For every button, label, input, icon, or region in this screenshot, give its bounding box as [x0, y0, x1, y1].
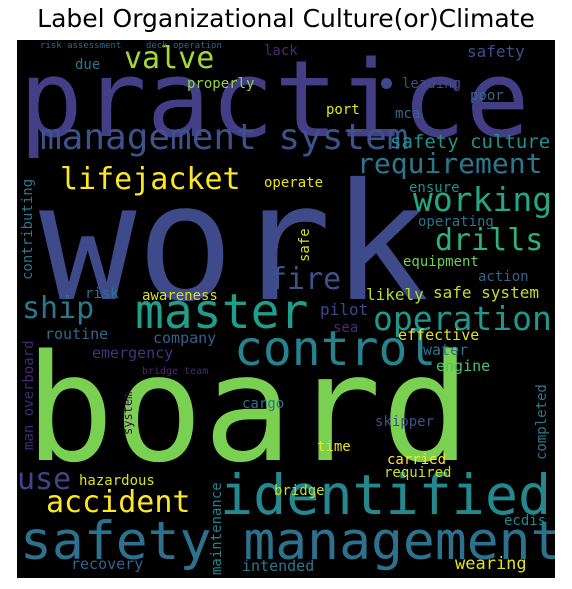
leading-dot: [381, 78, 392, 89]
word-due: due: [75, 57, 101, 73]
word-likely: likely: [366, 285, 424, 304]
word-routine: routine: [45, 325, 109, 343]
word-properly: properly: [187, 76, 255, 92]
word-safety-culture: safety culture: [390, 131, 551, 153]
word-operation: operation: [373, 299, 552, 338]
word-ensure: ensure: [409, 180, 460, 196]
word-board: board: [25, 323, 471, 495]
word-requirement: requirement: [357, 147, 543, 180]
word-equipment: equipment: [403, 254, 479, 270]
word-drills: drills: [435, 223, 544, 258]
word-lifejacket: lifejacket: [60, 162, 241, 197]
word-accident: accident: [46, 485, 191, 520]
word-risk-assessment: risk assessment: [40, 41, 122, 51]
word-poor: poor: [470, 88, 504, 104]
word-risk: risk: [85, 286, 119, 302]
word-bridge-team: bridge team: [142, 366, 209, 377]
word-practice: practice: [19, 40, 530, 161]
word-water: water: [423, 341, 469, 359]
word-working: working: [413, 180, 553, 219]
word-action: action: [478, 269, 529, 285]
word-cargo: cargo: [242, 396, 285, 412]
word-contributing: contributing: [20, 178, 36, 280]
word-valve: valve: [124, 41, 215, 76]
word-port: port: [326, 102, 360, 118]
word-safe: safe: [297, 228, 313, 262]
word-control: control: [234, 321, 437, 377]
word-safe-system: safe system: [433, 283, 539, 302]
word-company: company: [153, 329, 217, 347]
word-work: work: [39, 150, 430, 338]
word-system: system: [121, 391, 135, 435]
word-pilot: pilot: [320, 300, 369, 319]
word-required: required: [384, 465, 452, 481]
chart-title: Label Organizational Culture(or)Climate: [37, 4, 535, 33]
word-time: time: [317, 439, 351, 455]
word-maintenance: maintenance: [209, 482, 225, 575]
word-operating: operating: [418, 214, 494, 230]
word-lack: lack: [264, 43, 298, 59]
word-completed: completed: [534, 384, 550, 460]
word-man-overboard: man overboard: [21, 340, 37, 450]
word-leading: leading: [402, 76, 462, 92]
word-safety-top: safety: [467, 42, 525, 61]
word-carried: carried: [387, 452, 447, 468]
word-intended: intended: [242, 557, 315, 575]
word-management-system: management system: [40, 117, 409, 158]
word-awareness: awareness: [142, 288, 218, 304]
word-ship: ship: [22, 291, 95, 326]
word-engine: engine: [436, 357, 491, 375]
word-mca: mca: [395, 106, 421, 122]
word-cloud: board work practice safety management id…: [17, 40, 555, 578]
word-bridge: bridge: [274, 483, 325, 499]
word-effective: effective: [398, 326, 480, 344]
word-hazardous: hazardous: [79, 473, 155, 489]
word-emergency: emergency: [92, 344, 174, 362]
word-sea: sea: [333, 320, 359, 336]
word-skipper: skipper: [375, 414, 435, 430]
word-fire: fire: [269, 262, 342, 297]
word-wearing: wearing: [455, 554, 527, 574]
word-operate: operate: [264, 175, 324, 191]
word-master: master: [135, 284, 309, 340]
word-ecdis: ecdis: [504, 513, 547, 529]
word-use: use: [17, 462, 72, 497]
word-safety-management: safety management: [20, 511, 555, 572]
word-recovery: recovery: [71, 555, 144, 573]
word-deck-operation: deck operation: [146, 41, 222, 51]
word-identified: identified: [220, 463, 552, 527]
